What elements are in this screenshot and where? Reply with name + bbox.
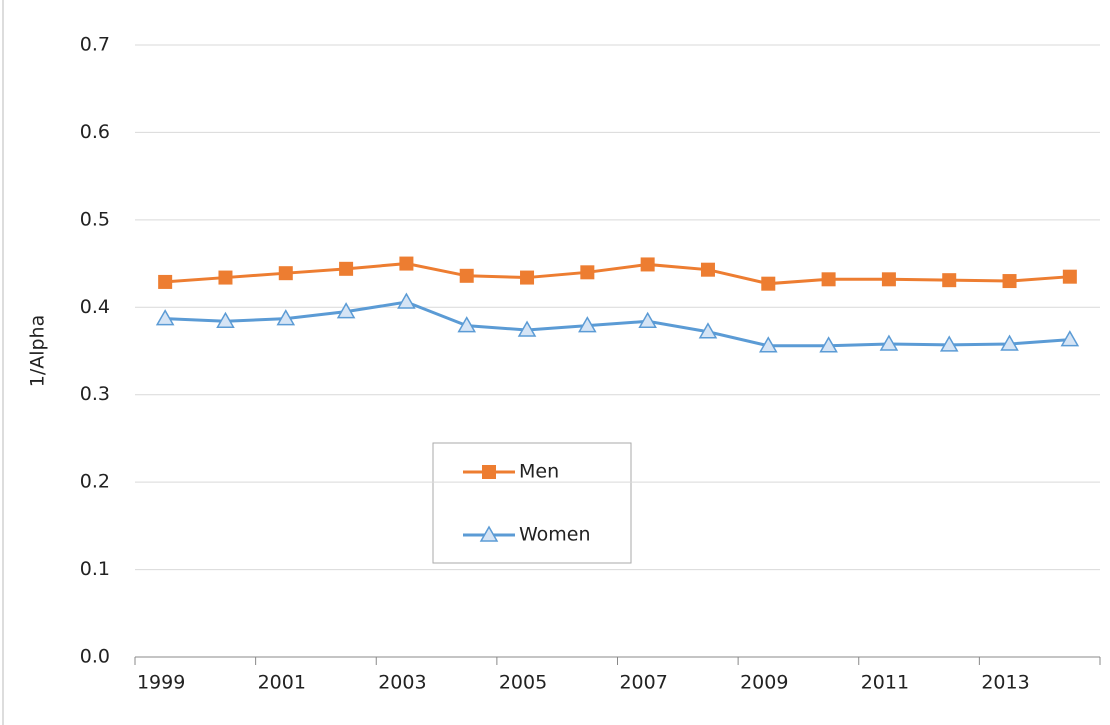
- data-point: [638, 311, 657, 329]
- y-tick-label: 0.6: [80, 121, 110, 143]
- y-axis-label: 1/Alpha: [27, 315, 49, 388]
- legend-marker: [479, 525, 499, 542]
- data-point: [578, 316, 597, 333]
- legend-marker: [482, 465, 496, 479]
- data-point: [278, 266, 293, 281]
- legend-label: Men: [519, 461, 559, 483]
- data-point: [399, 256, 414, 271]
- y-tick-label: 0.2: [80, 471, 110, 493]
- x-tick-label: 2009: [740, 672, 788, 694]
- data-point: [158, 274, 173, 289]
- data-point: [580, 265, 595, 280]
- data-point: [939, 335, 959, 352]
- data-point: [700, 262, 715, 277]
- data-point: [276, 309, 296, 326]
- data-point: [218, 270, 233, 285]
- data-point: [640, 257, 655, 272]
- data-point: [942, 273, 957, 288]
- x-tick-label: 2001: [258, 672, 306, 694]
- data-point: [1060, 330, 1080, 347]
- x-tick-label: 2011: [861, 672, 909, 694]
- data-point: [761, 276, 776, 291]
- data-point: [216, 311, 235, 329]
- x-tick-label: 1999: [137, 672, 185, 694]
- y-tick-label: 0.7: [80, 34, 110, 56]
- data-point: [821, 272, 836, 287]
- data-point: [155, 309, 175, 326]
- data-point: [758, 336, 778, 353]
- data-point: [879, 334, 899, 351]
- y-tick-label: 0.3: [80, 383, 110, 405]
- data-point: [520, 270, 535, 285]
- y-tick-label: 0.0: [80, 646, 110, 668]
- y-tick-label: 0.1: [80, 558, 110, 580]
- data-point: [457, 316, 477, 333]
- data-point: [881, 272, 896, 287]
- data-point: [698, 322, 718, 339]
- data-point: [336, 302, 356, 319]
- x-tick-label: 2003: [378, 672, 426, 694]
- legend-label: Women: [519, 524, 591, 546]
- data-point: [819, 336, 838, 353]
- series-line: [165, 300, 1070, 348]
- y-tick-label: 0.4: [80, 296, 110, 318]
- data-point: [1062, 269, 1077, 284]
- data-point: [459, 268, 474, 283]
- data-point: [1002, 274, 1017, 289]
- y-tick-label: 0.5: [80, 208, 110, 230]
- data-point: [397, 292, 416, 309]
- x-tick-label: 2013: [981, 672, 1029, 694]
- series-line: [165, 262, 1070, 286]
- legend: [432, 442, 632, 564]
- data-point: [339, 261, 354, 276]
- data-point: [517, 320, 537, 337]
- data-point: [1000, 334, 1019, 351]
- x-tick-label: 2005: [499, 672, 547, 694]
- x-tick-label: 2007: [619, 672, 667, 694]
